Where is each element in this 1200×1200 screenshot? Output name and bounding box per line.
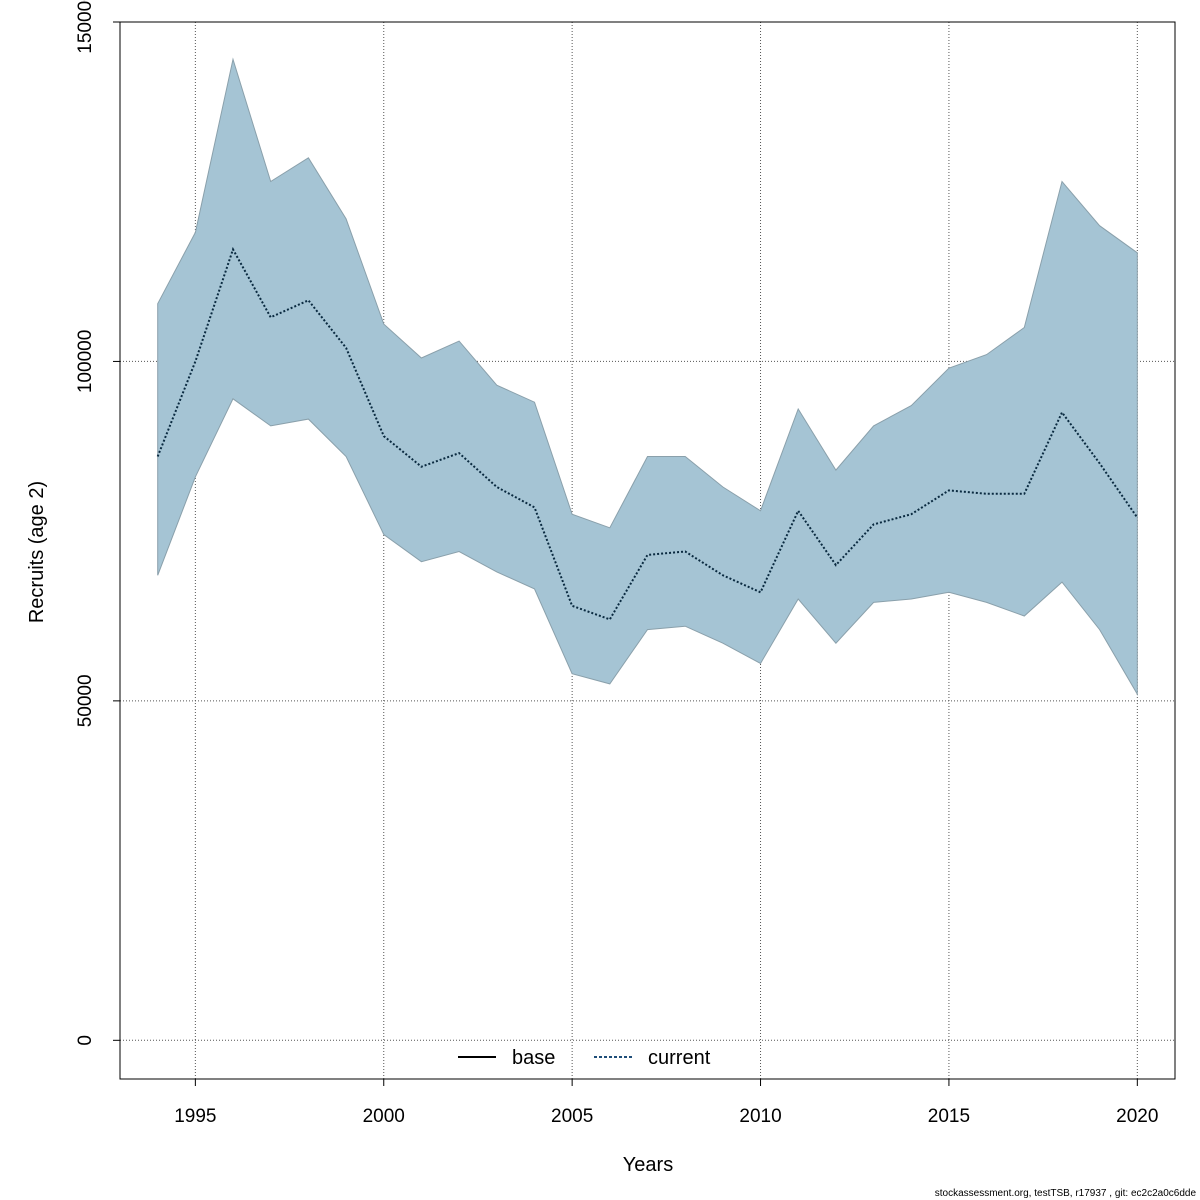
x-tick-label: 1995 xyxy=(174,1106,216,1127)
plot-frame xyxy=(119,21,1176,1080)
x-axis-title: Years xyxy=(623,1154,673,1176)
y-axis-title: Recruits (age 2) xyxy=(26,481,48,623)
confidence-band xyxy=(157,57,1138,696)
x-tick-label: 2015 xyxy=(928,1106,970,1127)
x-axis: 1995 2000 2005 2010 2015 2020 xyxy=(174,1079,1158,1127)
y-tick-label: 100000 xyxy=(75,330,96,393)
y-axis: 0 50000 100000 150000 xyxy=(75,0,120,1046)
y-tick-label: 50000 xyxy=(75,674,96,727)
legend-current-label: current xyxy=(648,1047,711,1069)
footer-credit: stockassessment.org, testTSB, r17937 , g… xyxy=(935,1188,1197,1199)
y-tick-label: 150000 xyxy=(75,0,96,54)
legend-base-label: base xyxy=(512,1047,555,1069)
x-tick-label: 2020 xyxy=(1116,1106,1158,1127)
y-tick-label: 0 xyxy=(75,1035,96,1046)
x-tick-label: 2005 xyxy=(551,1106,593,1127)
x-tick-label: 2000 xyxy=(363,1106,405,1127)
legend: base current xyxy=(458,1047,711,1069)
x-tick-label: 2010 xyxy=(739,1106,781,1127)
